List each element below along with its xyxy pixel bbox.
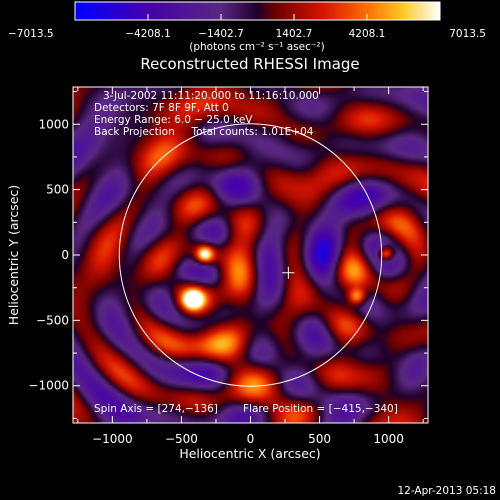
y-tick-label: 500 [46, 183, 69, 197]
colorbar-tick-label: −1402.7 [198, 28, 244, 40]
footer-date: 12-Apr-2013 05:18 [397, 485, 496, 497]
plot-area [73, 87, 428, 423]
chart-title: Reconstructed RHESSI Image [140, 55, 359, 73]
colorbar-gradient [75, 2, 440, 20]
colorbar: −7013.5 −4208.1 −1402.7 1402.7 4208.1 7013.5 … [8, 1, 486, 53]
annotation-flare-position: Flare Position = [−415,−340] [243, 403, 398, 415]
y-axis-ticks: −1000 −500 0 500 1000 [28, 91, 428, 419]
annotations: 3-Jul-2002 11:11:20.000 to 11:16:10.000 … [94, 90, 398, 415]
heatmap-image [73, 87, 428, 423]
colorbar-ticks: −7013.5 −4208.1 −1402.7 1402.7 4208.1 7013.5 [8, 14, 486, 40]
annotation-method-counts: Back Projection Total counts: 1.01E+04 [94, 126, 314, 138]
x-tick-label: −1000 [92, 432, 133, 446]
colorbar-tick-label: 7013.5 [449, 28, 486, 40]
annotation-time-range: 3-Jul-2002 11:11:20.000 to 11:16:10.000 [103, 90, 319, 102]
x-tick-label: 1000 [373, 432, 404, 446]
colorbar-tick-label: 4208.1 [349, 28, 386, 40]
y-axis-label: Heliocentric Y (arcsec) [6, 185, 21, 325]
x-axis-ticks: −1000 −500 0 500 1000 [77, 87, 424, 446]
colorbar-unit-label: (photons cm⁻² s⁻¹ asec⁻²) [189, 41, 324, 53]
x-tick-label: 0 [247, 432, 255, 446]
annotation-spin-axis: Spin Axis = [274,−136] [94, 403, 218, 415]
y-tick-label: 0 [61, 248, 69, 262]
annotation-detectors: Detectors: 7F 8F 9F, Att 0 [94, 102, 229, 114]
y-tick-label: 1000 [38, 117, 69, 131]
y-tick-label: −500 [36, 313, 69, 327]
colorbar-frame [74, 1, 441, 21]
spin-axis-marker [282, 266, 295, 279]
x-axis-label: Heliocentric X (arcsec) [179, 446, 320, 461]
colorbar-tick-label: 1402.7 [276, 28, 313, 40]
y-tick-label: −1000 [28, 379, 69, 393]
colorbar-tick-label: −7013.5 [8, 28, 54, 40]
annotation-energy-range: Energy Range: 6.0 − 25.0 keV [94, 114, 253, 126]
colorbar-tick-label: −4208.1 [125, 28, 171, 40]
x-tick-label: −500 [165, 432, 198, 446]
solar-disk-circle [118, 123, 383, 387]
x-tick-label: 500 [308, 432, 331, 446]
